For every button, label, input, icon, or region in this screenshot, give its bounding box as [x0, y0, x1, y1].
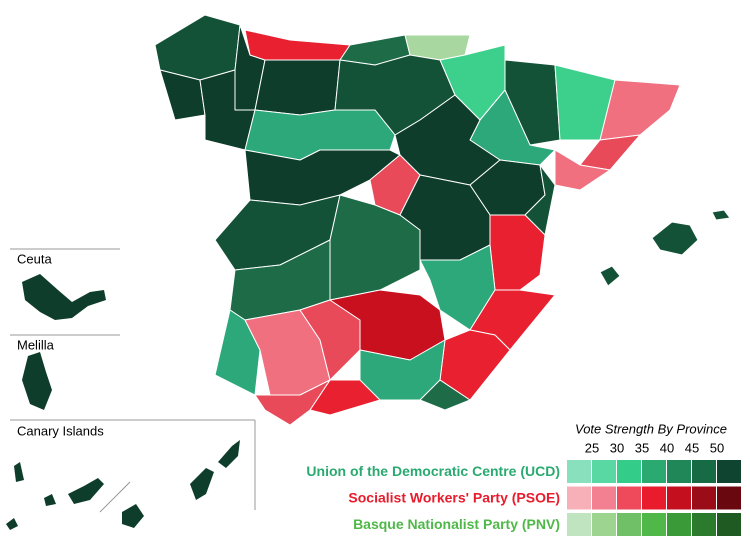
ceuta-shape — [22, 274, 106, 320]
legend-swatch — [617, 486, 641, 510]
province — [504, 59, 561, 146]
province — [154, 14, 241, 81]
legend-swatch — [692, 486, 716, 510]
legend-swatch — [667, 513, 691, 536]
party-label: Socialist Workers' Party (PSOE) — [348, 490, 560, 506]
province — [254, 59, 341, 116]
island — [6, 518, 18, 530]
province — [489, 214, 546, 291]
legend-swatch — [692, 460, 716, 483]
legend-swatch — [642, 460, 666, 483]
legend-swatch — [592, 486, 616, 510]
island — [190, 468, 214, 500]
legend-swatch — [717, 460, 741, 483]
melilla-shape — [22, 352, 52, 410]
island — [218, 440, 240, 468]
legend-tick-label: 50 — [710, 440, 724, 455]
island — [122, 504, 144, 528]
island — [44, 494, 56, 506]
legend-swatch — [592, 513, 616, 536]
legend-swatch — [667, 486, 691, 510]
island — [599, 265, 621, 287]
legend-swatch — [567, 460, 591, 483]
province — [419, 379, 471, 411]
canary-islands — [6, 440, 240, 530]
legend-tick-label: 30 — [610, 440, 624, 455]
legend-swatch — [617, 513, 641, 536]
legend-tick-label: 25 — [585, 440, 599, 455]
province — [554, 149, 611, 191]
inset-label: Canary Islands — [17, 423, 104, 438]
legend-swatch — [692, 513, 716, 536]
legend-swatch — [717, 513, 741, 536]
legend-swatch — [642, 486, 666, 510]
legend-tick-label: 35 — [635, 440, 649, 455]
spain-map — [154, 14, 731, 426]
inset-label: Melilla — [17, 337, 55, 352]
legend-swatch — [717, 486, 741, 510]
legend-swatch — [617, 460, 641, 483]
party-label: Union of the Democratic Centre (UCD) — [306, 463, 560, 479]
province — [599, 79, 681, 141]
inset-label: Ceuta — [17, 251, 52, 266]
party-label: Basque Nationalist Party (PNV) — [353, 516, 560, 532]
legend-title: Vote Strength By Province — [575, 421, 727, 436]
legend-tick-label: 45 — [685, 440, 699, 455]
legend-swatch — [567, 486, 591, 510]
separator — [99, 481, 131, 513]
legend-swatch — [667, 460, 691, 483]
legend-swatch — [567, 513, 591, 536]
island — [14, 462, 24, 482]
province — [254, 379, 331, 426]
legend-swatch — [642, 513, 666, 536]
island — [711, 209, 731, 221]
legend: 25 30 35 40 45 50 Union of the Democratic Cent… — [306, 440, 741, 536]
island — [651, 221, 699, 256]
legend-tick-label: 40 — [660, 440, 674, 455]
island — [68, 478, 104, 504]
legend-swatch — [592, 460, 616, 483]
insets — [10, 248, 256, 513]
